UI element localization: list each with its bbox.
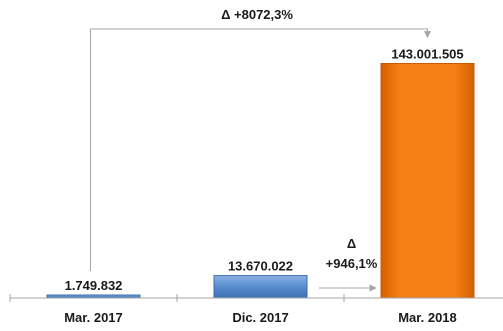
- bar-2: [213, 275, 308, 299]
- growth-arrow-total: [90, 28, 431, 271]
- category-label-2: Dic. 2017: [232, 310, 288, 325]
- value-label-1: 1.749.832: [65, 278, 123, 293]
- growth-label-total: Δ +8072,3%: [221, 7, 293, 22]
- category-label-3: Mar. 2018: [398, 310, 457, 325]
- value-label-2: 13.670.022: [228, 259, 293, 274]
- value-label-3: 143.001.505: [391, 47, 463, 62]
- bar-3: [380, 63, 475, 299]
- category-label-1: Mar. 2017: [64, 310, 123, 325]
- growth-label-quarter-line-1: Δ: [347, 236, 356, 251]
- growth-label-quarter-line-2: +946,1%: [326, 256, 378, 271]
